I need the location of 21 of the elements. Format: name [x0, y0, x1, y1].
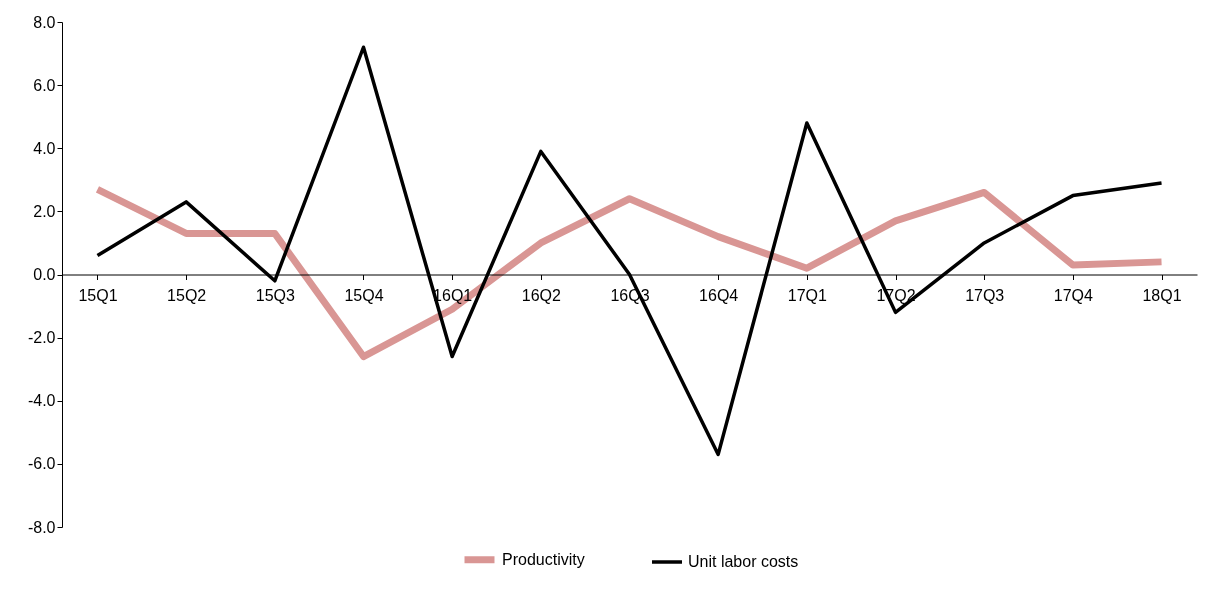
x-tick-label: 18Q1	[1142, 287, 1182, 304]
legend-label: Unit labor costs	[688, 553, 799, 570]
x-tick-label: 15Q2	[167, 287, 207, 304]
y-tick-label: -6.0	[27, 455, 56, 473]
x-tick-label: 17Q1	[787, 287, 828, 304]
y-tick-label: 2.0	[33, 202, 56, 220]
x-tick-label: 17Q4	[1053, 287, 1094, 304]
y-tick-label: 6.0	[33, 76, 56, 94]
legend-label: Productivity	[502, 550, 585, 568]
x-tick-label: 16Q2	[521, 287, 561, 304]
x-tick-label: 17Q3	[965, 287, 1005, 304]
y-tick-label: 4.0	[33, 139, 56, 157]
y-tick-label: -4.0	[27, 392, 56, 410]
x-tick-label: 16Q4	[699, 287, 739, 304]
y-tick-label: -2.0	[27, 329, 56, 347]
y-tick-label: -8.0	[27, 518, 56, 536]
x-tick-label: 15Q4	[344, 287, 384, 304]
x-tick-label: 15Q1	[78, 287, 118, 304]
y-tick-label: 8.0	[33, 13, 56, 31]
x-tick-label: 15Q3	[255, 287, 295, 304]
y-tick-label: 0.0	[33, 266, 56, 283]
